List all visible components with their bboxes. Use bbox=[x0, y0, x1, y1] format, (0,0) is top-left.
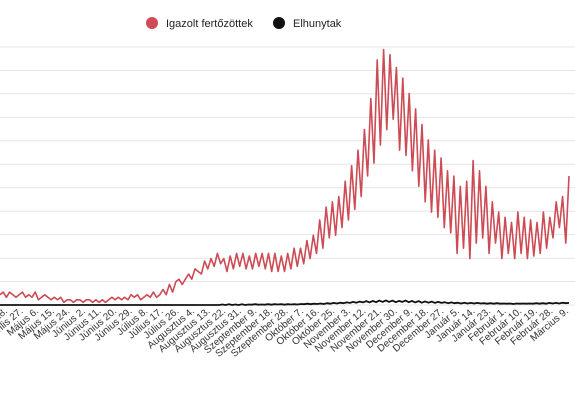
legend-swatch-confirmed bbox=[146, 17, 158, 29]
legend: Igazolt fertőzöttek Elhunytak bbox=[146, 17, 342, 30]
series-lines bbox=[0, 48, 570, 306]
legend-label-confirmed: Igazolt fertőzöttek bbox=[166, 18, 253, 30]
x-axis-tick-labels: Április 18.Április 27.Május 6.Május 15.M… bbox=[0, 304, 571, 359]
series-line-deaths bbox=[0, 299, 570, 306]
legend-label-deaths: Elhunytak bbox=[293, 18, 342, 30]
gridlines bbox=[0, 46, 575, 306]
legend-swatch-deaths bbox=[273, 17, 285, 29]
series-line-confirmed bbox=[0, 48, 570, 304]
